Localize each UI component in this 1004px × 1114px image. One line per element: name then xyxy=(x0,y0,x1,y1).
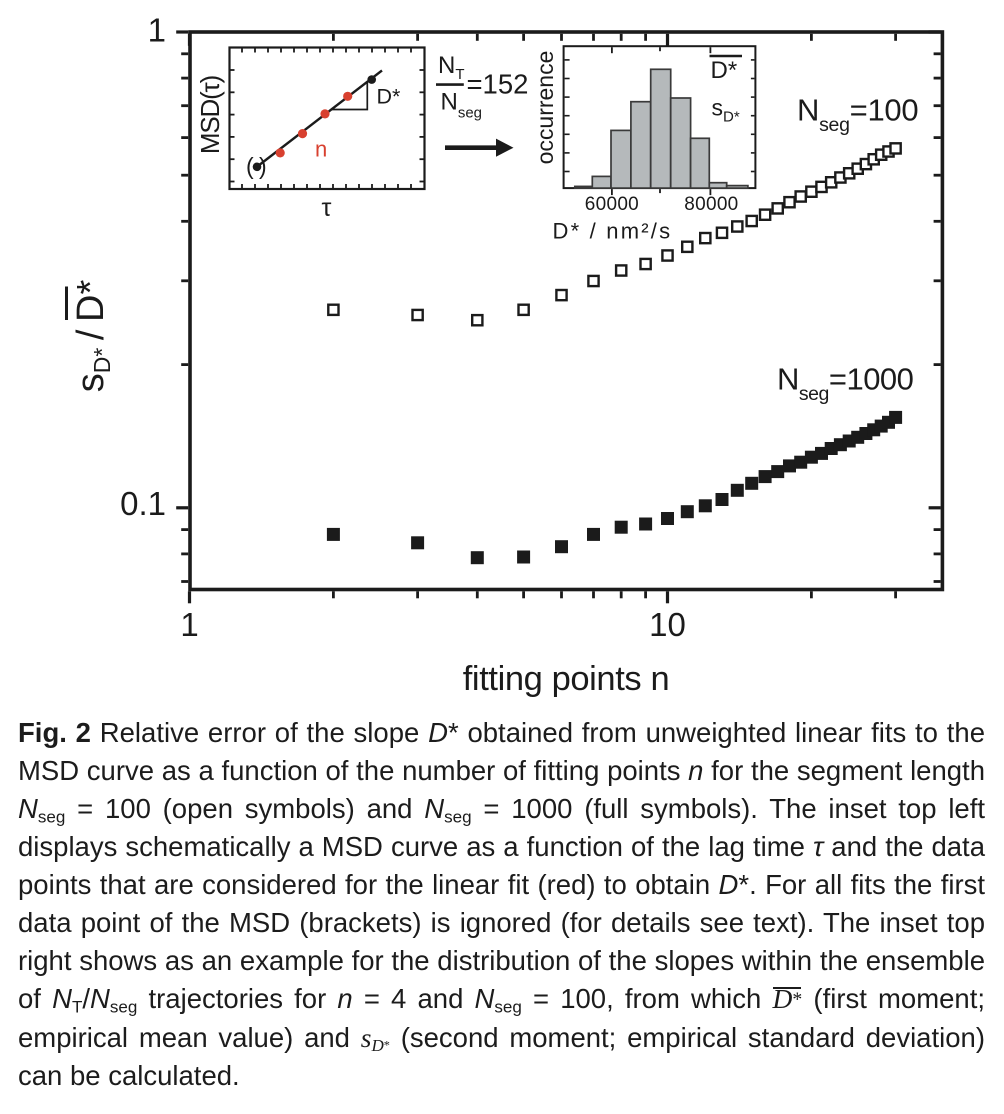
svg-text:n: n xyxy=(315,137,327,162)
svg-text:1: 1 xyxy=(180,606,198,643)
svg-text:1: 1 xyxy=(148,12,166,49)
svg-text:occurrence: occurrence xyxy=(532,51,558,165)
svg-text:MSD(τ): MSD(τ) xyxy=(195,75,225,154)
svg-text:D* / nm²/s: D* / nm²/s xyxy=(553,219,673,244)
svg-text:(: ( xyxy=(246,153,254,179)
svg-text:D*: D* xyxy=(377,85,402,109)
svg-text:D*: D* xyxy=(711,57,738,84)
svg-text:=152: =152 xyxy=(467,69,529,100)
svg-text:0.1: 0.1 xyxy=(120,485,166,522)
svg-text:fitting points n: fitting points n xyxy=(463,660,669,698)
svg-text:60000: 60000 xyxy=(585,194,639,215)
svg-text:τ: τ xyxy=(322,194,332,222)
svg-text:80000: 80000 xyxy=(684,194,738,215)
svg-text:sD* / D*: sD* / D* xyxy=(70,280,115,393)
svg-text:10: 10 xyxy=(649,606,686,643)
svg-text:): ) xyxy=(259,153,267,179)
svg-text:NT: NT xyxy=(438,52,465,83)
